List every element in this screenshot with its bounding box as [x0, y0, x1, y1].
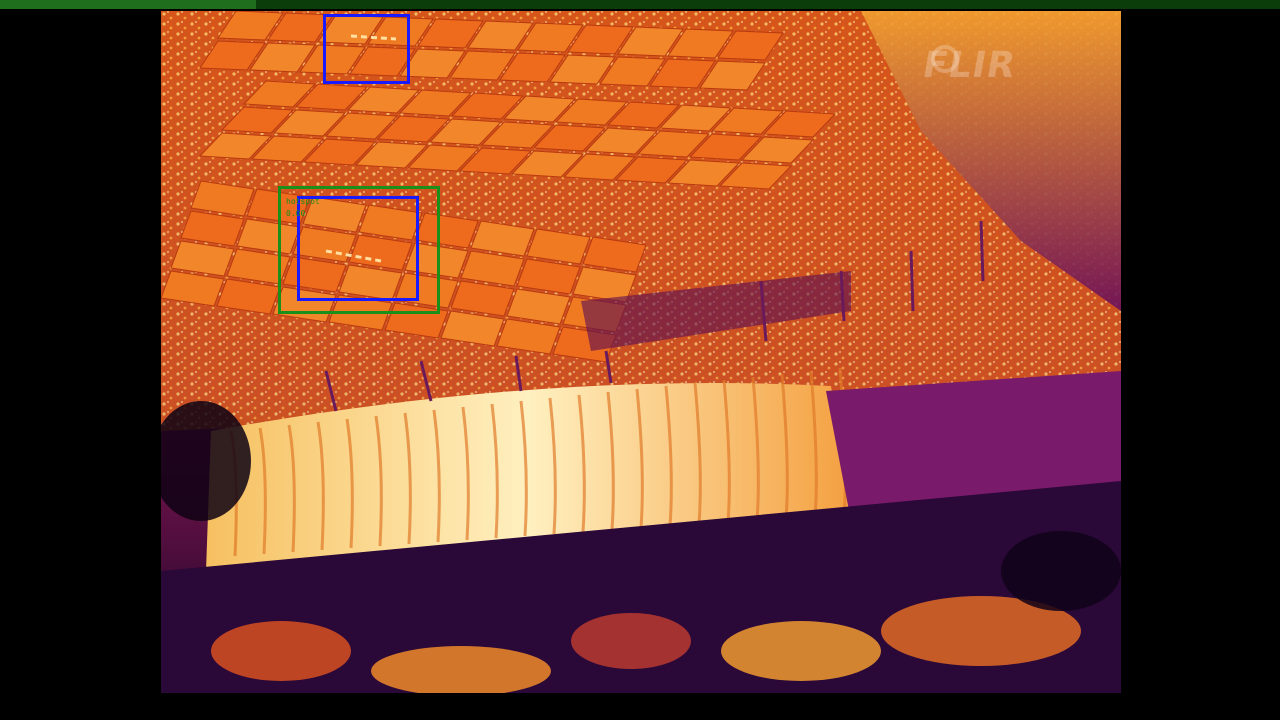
- vegetation-blobs: [161, 401, 1121, 693]
- detection-label-class: hotspot: [286, 197, 320, 206]
- solar-panel-array: [161, 11, 837, 363]
- flir-watermark: FLIR: [919, 45, 1020, 86]
- detection-overlay: hotspot 0.00: [161, 11, 1121, 693]
- thermal-scene: [161, 11, 1121, 693]
- greenhouse-ribs: [229, 367, 847, 557]
- hotspot-streak: [350, 34, 397, 41]
- video-progress-track[interactable]: [0, 0, 1280, 9]
- array-shadow: [581, 271, 851, 351]
- detection-label-score: 0.00: [286, 209, 306, 218]
- thermal-video-frame: FLIR hotspot 0.00: [161, 11, 1121, 693]
- panel-row-2: [198, 80, 837, 190]
- fence-posts: [324, 220, 985, 412]
- detection-box-lower[interactable]: [297, 196, 419, 301]
- flir-logo-icon: [931, 45, 959, 73]
- panel-row-1: [199, 11, 784, 91]
- cool-vegetation: [161, 481, 1121, 693]
- hillside-right: [861, 11, 1121, 311]
- video-progress-fill: [0, 0, 256, 9]
- greenhouse-side-structure: [826, 371, 1121, 521]
- detection-box-top[interactable]: [323, 14, 410, 84]
- detection-group-box[interactable]: [278, 186, 440, 314]
